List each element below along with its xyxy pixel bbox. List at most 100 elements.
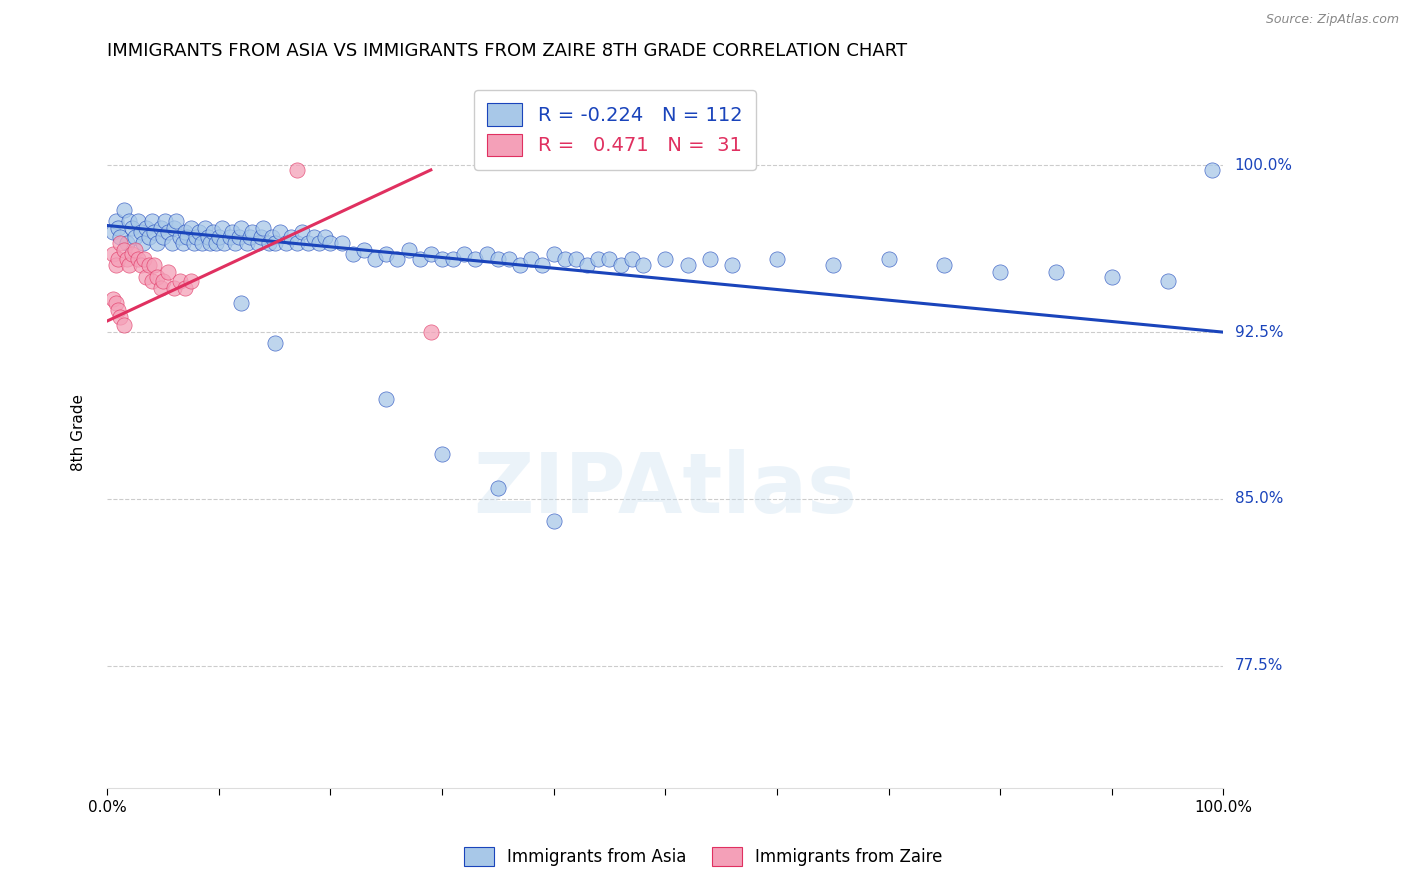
Point — [274, 236, 297, 251]
Y-axis label: 8th Grade: 8th Grade — [72, 393, 86, 471]
Point — [132, 252, 155, 266]
Point — [239, 229, 262, 244]
Point — [132, 236, 155, 251]
Point — [228, 229, 250, 244]
Point — [118, 214, 141, 228]
Point — [486, 252, 509, 266]
Point — [375, 247, 398, 261]
Point — [398, 243, 420, 257]
Point — [198, 236, 221, 251]
Point — [205, 236, 228, 251]
Point — [135, 269, 157, 284]
Point — [107, 220, 129, 235]
Point — [676, 259, 699, 273]
Point — [157, 265, 180, 279]
Point — [218, 229, 240, 244]
Point — [110, 310, 132, 324]
Point — [224, 236, 246, 251]
Text: 100.0%: 100.0% — [1234, 158, 1292, 173]
Point — [165, 214, 187, 228]
Point — [143, 225, 166, 239]
Text: Source: ZipAtlas.com: Source: ZipAtlas.com — [1265, 13, 1399, 27]
Point — [453, 247, 475, 261]
Point — [240, 225, 263, 239]
Point — [721, 259, 744, 273]
Point — [319, 236, 342, 251]
Point — [172, 236, 194, 251]
Point — [138, 229, 160, 244]
Point — [176, 229, 198, 244]
Point — [115, 252, 138, 266]
Point — [419, 247, 441, 261]
Point — [121, 247, 143, 261]
Point — [263, 336, 285, 351]
Point — [169, 229, 191, 244]
Point — [169, 274, 191, 288]
Point — [180, 220, 202, 235]
Text: 92.5%: 92.5% — [1234, 325, 1284, 340]
Point — [353, 243, 375, 257]
Point — [520, 252, 543, 266]
Point — [135, 220, 157, 235]
Point — [291, 225, 314, 239]
Point — [124, 229, 146, 244]
Point — [252, 220, 274, 235]
Point — [183, 236, 205, 251]
Point — [121, 220, 143, 235]
Point — [364, 252, 387, 266]
Point — [498, 252, 520, 266]
Point — [576, 259, 599, 273]
Point — [146, 269, 169, 284]
Point — [129, 225, 152, 239]
Point — [509, 259, 531, 273]
Point — [101, 247, 124, 261]
Point — [105, 214, 128, 228]
Point — [543, 514, 565, 528]
Point — [257, 236, 280, 251]
Point — [531, 259, 554, 273]
Text: 77.5%: 77.5% — [1234, 658, 1282, 673]
Point — [654, 252, 676, 266]
Point — [107, 252, 129, 266]
Point — [430, 252, 453, 266]
Point — [107, 302, 129, 317]
Point — [598, 252, 620, 266]
Point — [112, 202, 135, 217]
Point — [115, 236, 138, 251]
Text: ZIPAtlas: ZIPAtlas — [474, 449, 858, 530]
Point — [152, 274, 174, 288]
Point — [197, 229, 219, 244]
Point — [124, 243, 146, 257]
Point — [475, 247, 498, 261]
Point — [163, 281, 186, 295]
Point — [342, 247, 364, 261]
Point — [588, 252, 610, 266]
Point — [153, 214, 176, 228]
Point — [250, 229, 273, 244]
Point — [314, 229, 336, 244]
Point — [152, 229, 174, 244]
Point — [160, 236, 183, 251]
Point — [308, 236, 330, 251]
Point — [297, 236, 319, 251]
Point — [187, 225, 209, 239]
Point — [285, 163, 308, 178]
Point — [430, 447, 453, 461]
Point — [105, 259, 128, 273]
Point — [112, 243, 135, 257]
Point — [127, 214, 149, 228]
Point — [441, 252, 464, 266]
Point — [180, 274, 202, 288]
Point — [408, 252, 430, 266]
Point — [214, 236, 236, 251]
Point — [387, 252, 409, 266]
Point — [330, 236, 353, 251]
Point — [112, 318, 135, 333]
Point — [229, 296, 252, 310]
Point — [620, 252, 643, 266]
Point — [1156, 274, 1178, 288]
Point — [1101, 269, 1123, 284]
Point — [464, 252, 486, 266]
Point — [174, 281, 197, 295]
Point — [221, 225, 243, 239]
